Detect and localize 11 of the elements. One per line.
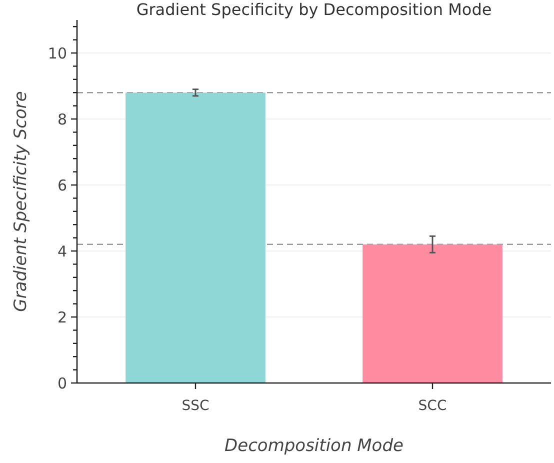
- y-tick-label: 10: [48, 44, 67, 62]
- x-axis-title: Decomposition Mode: [224, 436, 404, 456]
- y-tick-label: 6: [57, 176, 67, 194]
- y-tick-label: 4: [57, 242, 67, 260]
- x-tick-label: SCC: [418, 398, 447, 414]
- y-tick-label: 2: [57, 308, 67, 326]
- x-tick-label: SSC: [182, 398, 210, 414]
- y-tick-label: 8: [57, 110, 67, 128]
- y-axis-title: Gradient Specificity Score: [11, 91, 31, 312]
- chart-title: Gradient Specificity by Decomposition Mode: [136, 0, 492, 19]
- y-tick-label: 0: [57, 374, 67, 392]
